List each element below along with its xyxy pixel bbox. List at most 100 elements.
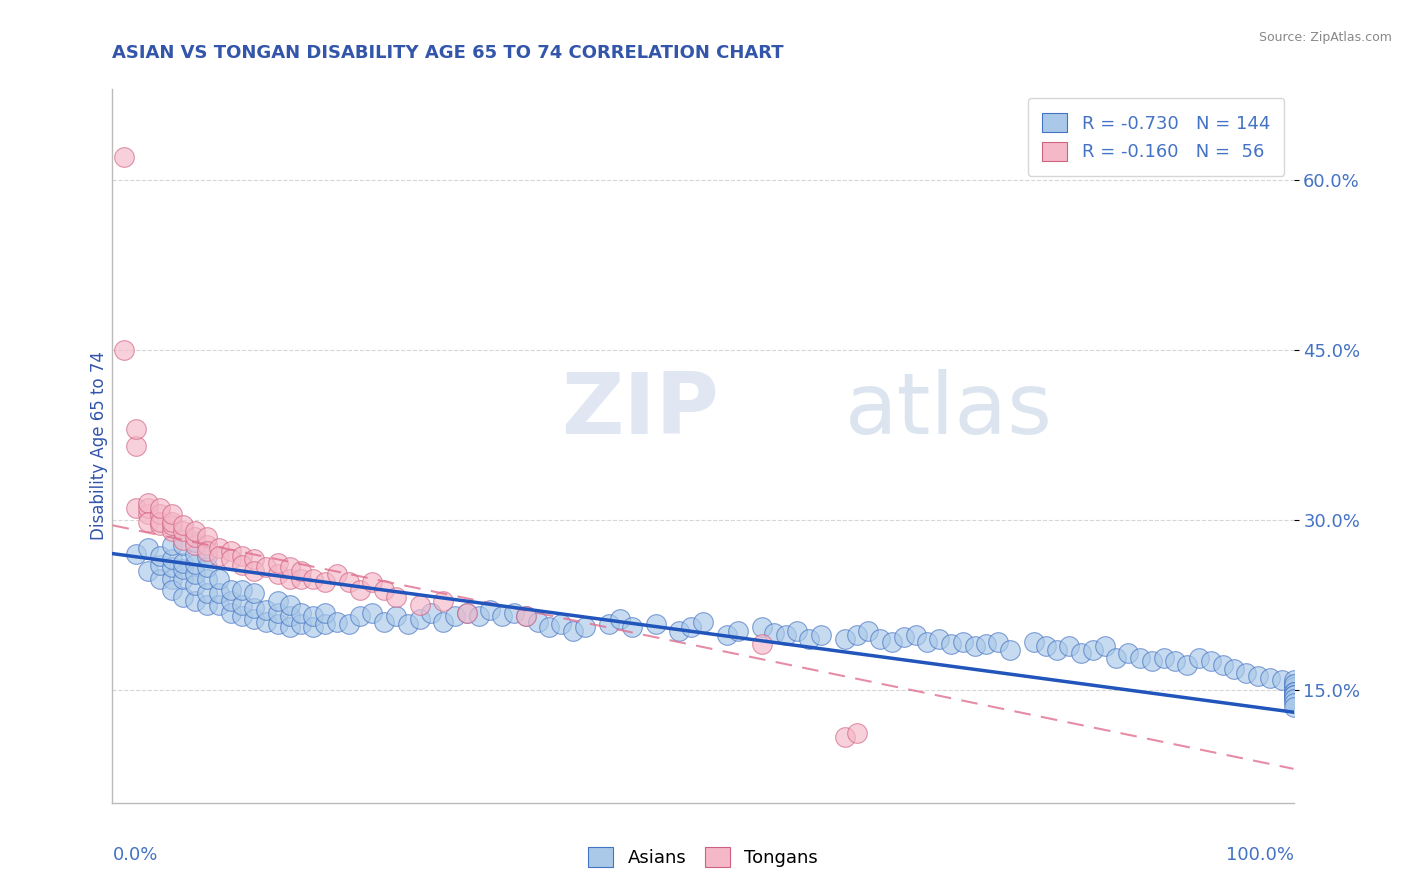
Point xyxy=(136,501,159,516)
Point xyxy=(1129,650,1152,665)
Point xyxy=(1282,677,1305,691)
Point xyxy=(125,501,148,516)
Point xyxy=(172,518,194,533)
Point xyxy=(385,608,408,623)
Point xyxy=(208,572,231,586)
Point xyxy=(195,530,218,544)
Point xyxy=(172,533,194,547)
Point xyxy=(963,640,986,654)
Point xyxy=(267,616,290,631)
Point xyxy=(1258,671,1281,685)
Point xyxy=(184,566,207,581)
Point xyxy=(136,507,159,521)
Point xyxy=(349,582,371,597)
Point xyxy=(219,594,242,608)
Point xyxy=(195,572,218,586)
Point xyxy=(160,515,183,529)
Point xyxy=(385,590,408,604)
Point xyxy=(1153,650,1175,665)
Point xyxy=(786,624,808,638)
Point xyxy=(668,624,690,638)
Point xyxy=(243,612,266,626)
Point xyxy=(550,616,572,631)
Point xyxy=(231,549,253,563)
Point xyxy=(184,594,207,608)
Point xyxy=(326,566,349,581)
Point xyxy=(396,616,419,631)
Point xyxy=(149,558,172,572)
Point xyxy=(243,564,266,578)
Text: atlas: atlas xyxy=(845,368,1053,452)
Point xyxy=(136,515,159,529)
Point xyxy=(208,598,231,612)
Point xyxy=(243,552,266,566)
Point xyxy=(314,574,336,589)
Point xyxy=(278,620,301,634)
Point xyxy=(125,547,148,561)
Y-axis label: Disability Age 65 to 74: Disability Age 65 to 74 xyxy=(90,351,108,541)
Point xyxy=(208,541,231,555)
Point xyxy=(917,635,939,649)
Point xyxy=(1282,699,1305,714)
Point xyxy=(136,564,159,578)
Point xyxy=(254,603,277,617)
Point xyxy=(278,598,301,612)
Point xyxy=(184,537,207,551)
Point xyxy=(491,608,513,623)
Point xyxy=(1140,654,1163,668)
Point xyxy=(681,620,703,634)
Point xyxy=(184,578,207,592)
Point xyxy=(208,549,231,563)
Point xyxy=(231,582,253,597)
Point xyxy=(184,524,207,538)
Point xyxy=(243,601,266,615)
Point xyxy=(160,572,183,586)
Point xyxy=(1282,685,1305,699)
Point xyxy=(149,515,172,529)
Point xyxy=(254,615,277,629)
Point xyxy=(1223,662,1246,676)
Point xyxy=(1282,673,1305,688)
Point xyxy=(598,616,620,631)
Point xyxy=(692,615,714,629)
Point xyxy=(1199,654,1222,668)
Point xyxy=(939,637,962,651)
Point xyxy=(172,590,194,604)
Point xyxy=(928,632,950,646)
Point xyxy=(337,574,360,589)
Point xyxy=(149,507,172,521)
Point xyxy=(456,606,478,620)
Point xyxy=(1105,650,1128,665)
Point xyxy=(160,507,183,521)
Point xyxy=(290,616,312,631)
Point xyxy=(609,612,631,626)
Point xyxy=(1282,688,1305,702)
Point xyxy=(195,598,218,612)
Point xyxy=(515,608,537,623)
Point xyxy=(952,635,974,649)
Point xyxy=(195,586,218,600)
Point xyxy=(538,620,561,634)
Point xyxy=(160,560,183,574)
Point xyxy=(160,518,183,533)
Point xyxy=(1081,643,1104,657)
Point xyxy=(243,586,266,600)
Point xyxy=(1022,635,1045,649)
Point xyxy=(290,572,312,586)
Point xyxy=(267,594,290,608)
Point xyxy=(112,343,135,357)
Point xyxy=(893,631,915,645)
Point xyxy=(1035,640,1057,654)
Point xyxy=(160,582,183,597)
Point xyxy=(254,560,277,574)
Point xyxy=(562,624,585,638)
Point xyxy=(219,552,242,566)
Point xyxy=(432,615,454,629)
Point xyxy=(762,626,785,640)
Point xyxy=(373,582,395,597)
Point xyxy=(1175,657,1198,672)
Point xyxy=(1282,688,1305,702)
Point xyxy=(219,606,242,620)
Point xyxy=(1212,657,1234,672)
Point xyxy=(125,439,148,453)
